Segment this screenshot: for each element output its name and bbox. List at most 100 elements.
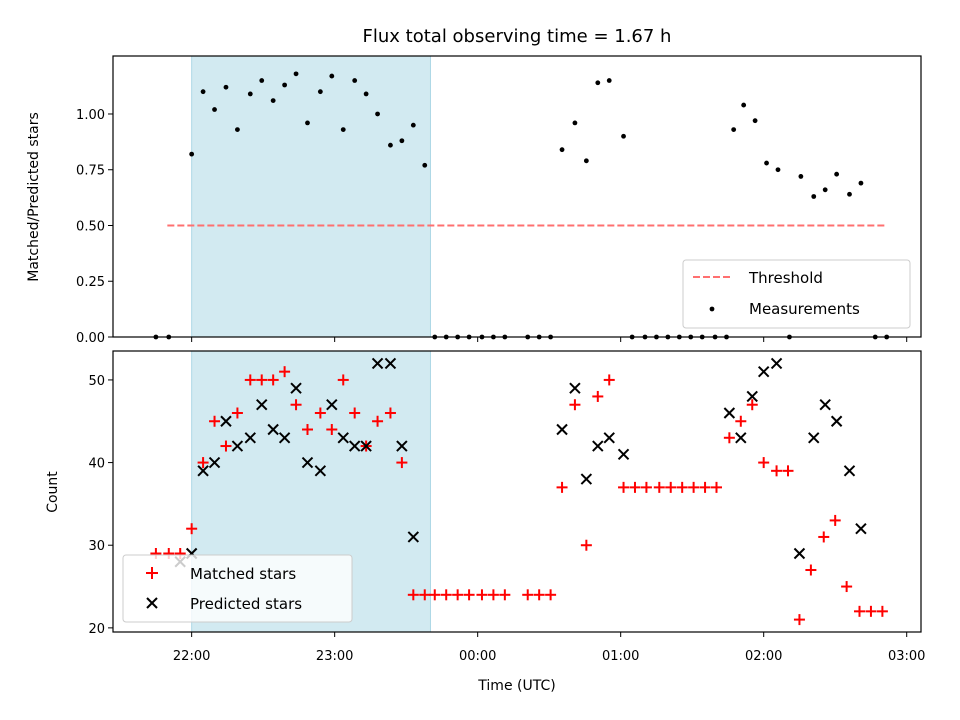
matched-star-marker xyxy=(429,589,441,601)
predicted-star-marker-b xyxy=(337,432,349,444)
matched-star-marker xyxy=(396,457,408,469)
predicted-star-marker xyxy=(793,547,806,560)
measurement-point xyxy=(270,98,276,104)
predicted-star-marker-b xyxy=(793,547,806,560)
matched-star-marker xyxy=(545,589,557,601)
ratio-x-ticks xyxy=(191,337,908,342)
predicted-star-marker xyxy=(556,423,568,436)
matched-star-marker xyxy=(876,605,888,617)
predicted-star-marker-b xyxy=(580,473,593,485)
measurement-point xyxy=(621,133,626,139)
predicted-star-marker-b xyxy=(569,382,581,394)
predicted-star-marker-b xyxy=(384,357,397,370)
predicted-star-marker xyxy=(580,473,593,485)
matched-star-marker xyxy=(818,531,830,543)
matched-star-marker xyxy=(487,589,499,601)
predicted-star-marker xyxy=(569,382,581,394)
predicted-star-marker xyxy=(278,432,291,444)
matched-star-marker xyxy=(805,564,817,576)
matched-star-marker xyxy=(829,514,841,526)
measurement-point xyxy=(235,127,240,132)
time-x-axis: 22:00 23:00 00:00 01:00 02:00 03:00 xyxy=(173,632,925,664)
matched-star-marker xyxy=(618,481,630,493)
matched-legend-label: Matched stars xyxy=(190,565,296,583)
matched-star-marker xyxy=(440,589,452,601)
ratio-y-tick-label: 0.00 xyxy=(76,331,105,346)
predicted-star-marker-b xyxy=(301,456,314,469)
matched-star-marker xyxy=(419,589,431,601)
predicted-star-marker xyxy=(830,415,843,427)
predicted-star-marker xyxy=(735,432,747,444)
matched-star-marker xyxy=(314,407,326,419)
matched-star-marker xyxy=(186,523,198,535)
measurement-point xyxy=(399,138,405,144)
measurement-point xyxy=(247,91,253,97)
predicted-star-marker xyxy=(208,456,221,469)
measurement-point xyxy=(834,171,840,177)
predicted-star-marker-b xyxy=(197,465,209,477)
measurement-point xyxy=(731,127,737,132)
matched-star-marker xyxy=(723,432,735,444)
measurement-point xyxy=(764,160,769,166)
predicted-star-marker-b xyxy=(208,456,221,469)
predicted-star-marker xyxy=(808,432,820,444)
matched-star-marker xyxy=(197,457,209,469)
predicted-star-marker-b xyxy=(278,432,291,444)
measurement-point xyxy=(775,167,781,173)
measurements-legend-swatch xyxy=(709,306,715,312)
predicted-star-marker-b xyxy=(371,357,384,370)
measurement-point xyxy=(741,102,747,108)
measurement-point xyxy=(223,84,229,90)
matched-star-marker xyxy=(603,374,615,386)
measurement-point xyxy=(798,174,804,179)
predicted-star-marker-b xyxy=(244,432,256,444)
matched-star-marker xyxy=(865,605,877,617)
predicted-star-marker-b xyxy=(723,407,736,419)
matched-star-marker xyxy=(209,415,221,427)
predicted-star-marker-b xyxy=(360,440,372,452)
count-legend-box xyxy=(122,554,353,623)
predicted-star-marker xyxy=(770,357,783,370)
matched-star-marker xyxy=(279,366,291,378)
chart-title: Flux total observing time = 1.67 h xyxy=(363,26,672,47)
matched-star-marker xyxy=(746,399,758,411)
measurement-point xyxy=(329,73,335,79)
measurement-point xyxy=(822,187,828,193)
matched-star-marker xyxy=(301,424,313,436)
measurement-point xyxy=(583,158,589,164)
matched-star-marker xyxy=(349,407,361,419)
predicted-star-marker xyxy=(220,415,232,427)
matched-star-marker xyxy=(244,374,256,386)
predicted-star-marker-b xyxy=(556,423,568,436)
predicted-star-marker xyxy=(371,357,384,370)
predicted-star-marker-b xyxy=(843,465,856,477)
predicted-star-marker xyxy=(314,465,327,477)
matched-star-marker xyxy=(476,589,488,601)
matched-star-marker xyxy=(499,589,511,601)
predicted-star-marker xyxy=(592,440,604,452)
predicted-star-marker xyxy=(855,522,867,535)
measurement-point xyxy=(847,191,852,197)
matched-star-marker xyxy=(256,374,268,386)
predicted-star-marker-b xyxy=(267,423,279,436)
matched-star-marker xyxy=(640,481,652,493)
predicted-star-marker-b xyxy=(617,448,630,461)
predicted-star-marker xyxy=(244,432,256,444)
measurement-point xyxy=(606,78,612,83)
predicted-star-marker xyxy=(360,440,372,452)
threshold-legend-label: Threshold xyxy=(748,269,823,287)
predicted-star-marker xyxy=(819,399,831,411)
measurement-point xyxy=(340,127,346,132)
predicted-star-marker xyxy=(256,399,268,411)
matched-stars-points xyxy=(150,366,888,626)
predicted-star-marker-b xyxy=(326,399,338,411)
predicted-star-marker xyxy=(746,390,758,403)
predicted-star-marker-b xyxy=(770,357,783,370)
predicted-star-marker-b xyxy=(757,365,770,378)
predicted-star-marker xyxy=(843,465,856,477)
matched-star-marker xyxy=(688,481,700,493)
matched-star-marker xyxy=(793,614,805,626)
count-plot-frame xyxy=(112,350,922,633)
measurement-point xyxy=(305,120,310,126)
